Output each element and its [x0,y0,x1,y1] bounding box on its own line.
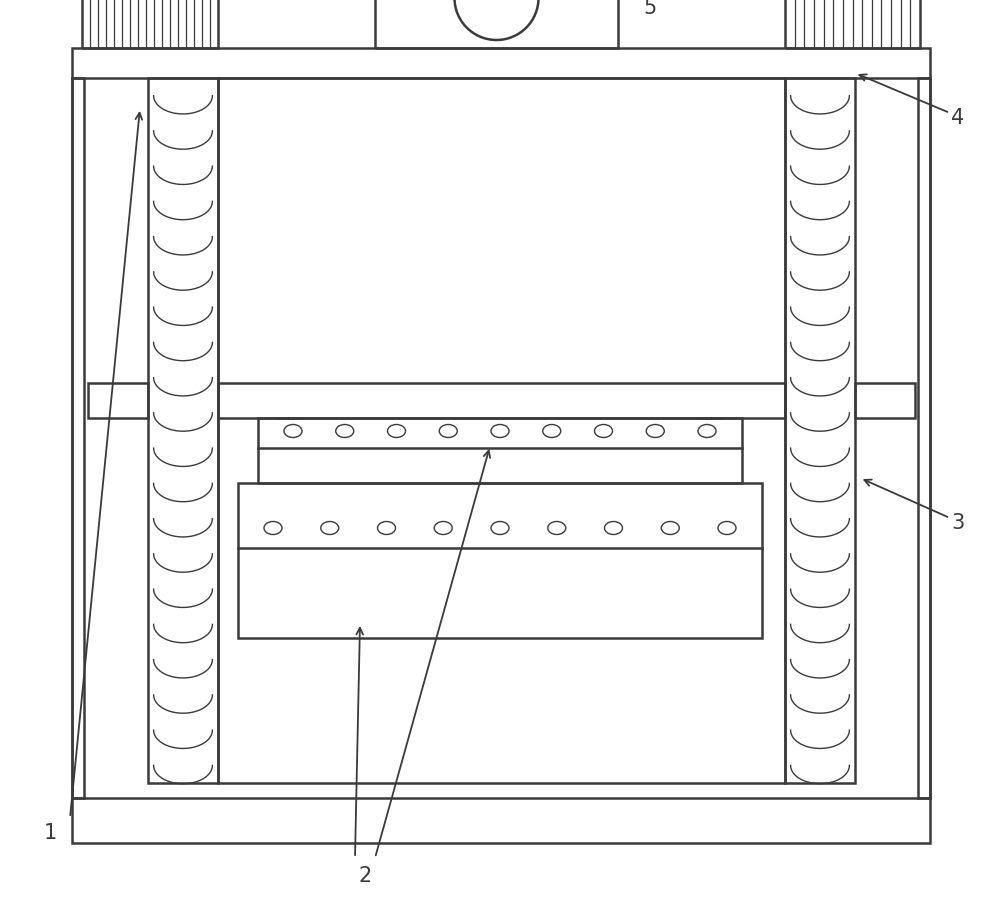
Ellipse shape [604,521,622,534]
Text: 2: 2 [358,866,372,886]
Bar [258,418,742,483]
Ellipse shape [439,424,457,438]
Ellipse shape [388,424,406,438]
Ellipse shape [264,521,282,534]
Bar [238,483,762,638]
Bar [218,383,785,418]
Ellipse shape [491,424,509,438]
Ellipse shape [543,424,561,438]
Ellipse shape [548,521,566,534]
Bar [148,78,218,783]
Ellipse shape [646,424,664,438]
Text: 5: 5 [643,0,657,18]
Text: 3: 3 [951,513,965,533]
Ellipse shape [284,424,302,438]
Bar [855,383,915,418]
Bar [88,383,148,418]
Ellipse shape [378,521,396,534]
Ellipse shape [321,521,339,534]
Bar [72,798,930,843]
Bar [375,0,618,48]
Text: 4: 4 [951,108,965,128]
Ellipse shape [491,521,509,534]
Ellipse shape [336,424,354,438]
Bar [218,78,785,783]
Bar [72,48,930,78]
Bar [785,78,855,783]
Bar [82,0,218,48]
Bar [785,0,920,48]
Bar [918,78,930,798]
Circle shape [454,0,538,40]
Ellipse shape [698,424,716,438]
Bar [72,78,84,798]
Ellipse shape [434,521,452,534]
Ellipse shape [661,521,679,534]
Text: 1: 1 [43,823,57,843]
Ellipse shape [718,521,736,534]
Ellipse shape [594,424,612,438]
